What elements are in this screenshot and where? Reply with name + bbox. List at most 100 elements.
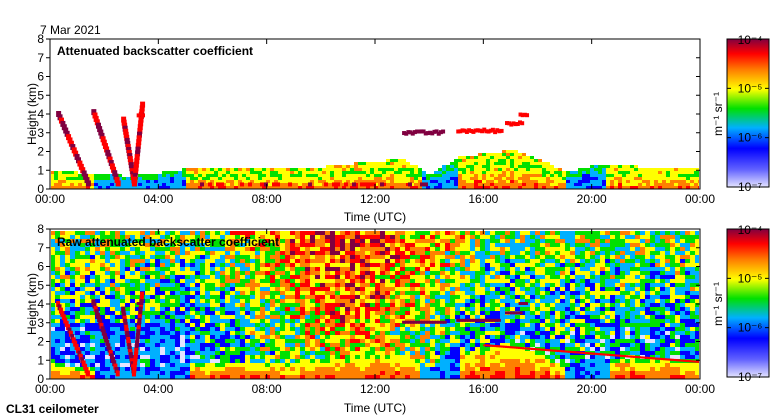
raw-cell <box>140 255 145 259</box>
raw-cell <box>275 327 280 331</box>
raw-cell <box>450 307 455 311</box>
raw-cell <box>165 359 170 363</box>
raw-cell <box>395 243 400 247</box>
raw-cell <box>505 327 510 331</box>
heat-cell <box>466 165 470 168</box>
heat-cell <box>274 171 278 174</box>
raw-cell <box>310 343 315 347</box>
raw-cell <box>460 335 465 339</box>
raw-cell <box>155 287 160 291</box>
raw-cell <box>320 247 325 251</box>
raw-cell <box>315 343 320 347</box>
heat-cell <box>78 183 82 186</box>
raw-cell <box>145 347 150 351</box>
raw-cell <box>145 283 150 287</box>
heat-cell <box>462 171 466 174</box>
heat-cell <box>106 174 110 177</box>
heat-cell <box>522 171 526 174</box>
raw-cell <box>255 371 260 375</box>
heat-cell <box>470 186 474 189</box>
heat-cell <box>522 174 526 177</box>
raw-cell <box>505 339 510 343</box>
raw-cell <box>330 319 335 323</box>
raw-cell <box>95 339 100 343</box>
raw-cell <box>340 283 345 287</box>
heat-cell <box>614 168 618 171</box>
raw-cell <box>270 307 275 311</box>
raw-cell <box>515 259 520 263</box>
raw-cell <box>280 355 285 359</box>
raw-cell <box>325 315 330 319</box>
raw-cell <box>430 271 435 275</box>
raw-cell <box>190 331 195 335</box>
raw-cell <box>335 243 340 247</box>
raw-cell <box>200 271 205 275</box>
raw-cell <box>425 247 430 251</box>
raw-cell <box>130 251 135 255</box>
heat-cell <box>330 186 334 189</box>
raw-cell <box>145 235 150 239</box>
heat-cell <box>146 186 150 189</box>
raw-cell <box>325 307 330 311</box>
raw-cell <box>255 283 260 287</box>
raw-cell <box>400 267 405 271</box>
heat-cell <box>370 165 374 168</box>
heat-cell <box>394 183 398 186</box>
raw-cell <box>485 291 490 295</box>
heat-cell <box>310 171 314 174</box>
raw-cell <box>525 315 530 319</box>
heat-cell <box>62 177 66 180</box>
raw-cell <box>470 299 475 303</box>
raw-cell <box>515 359 520 363</box>
heat-cell <box>650 171 654 174</box>
raw-cell <box>390 307 395 311</box>
heat-cell <box>286 180 290 183</box>
raw-cell <box>335 295 340 299</box>
raw-cell <box>505 239 510 243</box>
heat-cell <box>186 180 190 183</box>
raw-cell <box>490 307 495 311</box>
cloud-cell <box>141 113 145 118</box>
raw-cell <box>495 323 500 327</box>
raw-cell <box>55 375 60 379</box>
raw-cell <box>470 339 475 343</box>
raw-cell <box>475 255 480 259</box>
raw-cell <box>395 263 400 267</box>
raw-cell <box>95 271 100 275</box>
heat-cell <box>326 174 330 177</box>
raw-cell <box>215 351 220 355</box>
raw-cell <box>495 367 500 371</box>
raw-cell <box>355 315 360 319</box>
raw-cell <box>180 271 185 275</box>
raw-cell <box>51 319 55 323</box>
raw-cell <box>80 319 85 323</box>
heat-cell <box>506 159 510 162</box>
raw-cell <box>355 323 360 327</box>
raw-cell <box>90 239 95 243</box>
raw-cell <box>140 351 145 355</box>
heat-cell <box>310 174 314 177</box>
raw-cell <box>55 319 60 323</box>
raw-cell <box>485 359 490 363</box>
raw-cell <box>495 339 500 343</box>
raw-cell <box>145 331 150 335</box>
raw-cell <box>180 339 185 343</box>
raw-cell <box>395 327 400 331</box>
raw-cell <box>285 375 290 379</box>
raw-cell <box>480 251 485 255</box>
raw-cell <box>470 231 475 235</box>
raw-cell <box>520 243 525 247</box>
raw-cell <box>360 275 365 279</box>
raw-cell <box>290 279 295 283</box>
heat-cell <box>678 183 682 186</box>
raw-cell <box>155 235 160 239</box>
raw-cell <box>85 331 90 335</box>
raw-cell <box>480 371 485 375</box>
heat-cell <box>610 174 614 177</box>
heat-cell <box>538 171 542 174</box>
heat-cell <box>566 174 570 177</box>
heat-cell <box>430 177 434 180</box>
raw-cell <box>510 339 515 343</box>
raw-cell <box>255 263 260 267</box>
raw-cell <box>285 299 290 303</box>
